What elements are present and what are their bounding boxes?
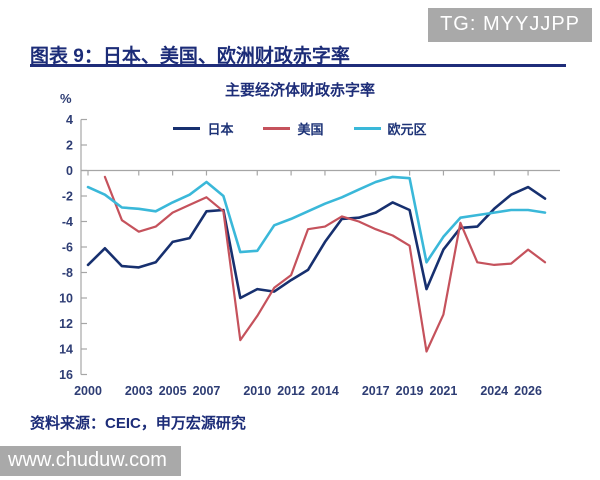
y-tick-label: 10 [59, 292, 73, 306]
x-tick-label: 2012 [277, 384, 305, 398]
x-tick-label: 2021 [430, 384, 458, 398]
x-tick-label: 2000 [74, 384, 102, 398]
y-tick-label: 2 [66, 139, 73, 153]
japan-deficit-line [86, 185, 547, 300]
x-tick-label: 2007 [193, 384, 221, 398]
us-deficit-line [103, 175, 547, 353]
x-tick-label: 2019 [396, 384, 424, 398]
chart-legend: 日本 美国 欧元区 [0, 119, 600, 138]
legend-item-eurozone: 欧元区 [353, 119, 427, 138]
legend-item-japan: 日本 [173, 119, 233, 138]
chart-title: 主要经济体财政赤字率 [224, 82, 375, 99]
legend-item-us: 美国 [263, 119, 324, 138]
x-tick-label: 2014 [311, 384, 339, 398]
site-watermark: www.chuduw.com [0, 446, 181, 476]
japan-line-swatch [173, 127, 201, 130]
x-tick-label: 2003 [125, 384, 153, 398]
x-tick-label: 2005 [159, 384, 187, 398]
us-legend-label: 美国 [297, 122, 324, 137]
y-tick-label: -2 [62, 190, 73, 204]
eurozone-legend-label: 欧元区 [387, 122, 427, 137]
x-tick-label: 2024 [480, 384, 508, 398]
eurozone-line-swatch [353, 127, 381, 130]
x-tick-label: 2026 [514, 384, 542, 398]
telegram-watermark-badge: TG: MYYJJPP [428, 8, 592, 42]
x-tick-label: 2010 [243, 384, 271, 398]
y-tick-label: 16 [59, 368, 73, 382]
y-tick-label: -4 [62, 215, 73, 229]
y-tick-label: 14 [59, 343, 73, 357]
x-tick-label: 2017 [362, 384, 390, 398]
title-underline [30, 64, 566, 67]
us-line-swatch [263, 127, 291, 130]
y-tick-label: -8 [62, 266, 73, 280]
y-tick-label: 4 [66, 113, 73, 127]
data-source-note: 资料来源：CEIC，申万宏源研究 [30, 415, 246, 432]
y-tick-label: 12 [59, 317, 73, 331]
y-tick-label: -6 [62, 241, 73, 255]
y-axis-unit-label: % [60, 91, 72, 106]
eurozone-deficit-line [86, 175, 547, 264]
y-tick-label: 0 [66, 164, 73, 178]
japan-legend-label: 日本 [207, 122, 234, 137]
figure-title: 图表 9：日本、美国、欧洲财政赤字率 [30, 46, 350, 67]
